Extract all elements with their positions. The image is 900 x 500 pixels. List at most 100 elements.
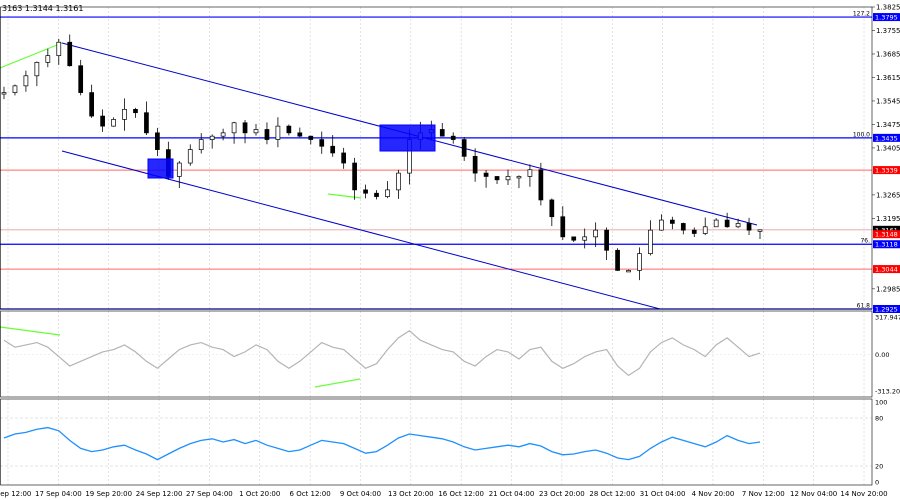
candle-body (680, 223, 686, 231)
candle-body (242, 122, 248, 134)
y-tick-label: 1.3475 (876, 121, 900, 129)
candle-body (735, 223, 741, 228)
y-tick-label: 1.3615 (876, 74, 900, 82)
candle-body (713, 219, 719, 228)
highlight-box (147, 158, 174, 179)
rsi-line (3, 426, 761, 461)
x-tick-label: 28 Oct 12:00 (589, 490, 635, 498)
price-badge (873, 225, 900, 234)
candle-body (67, 41, 73, 67)
x-tick-label: 19 Sep 20:00 (85, 490, 132, 498)
fib-label: 100.0 (853, 131, 870, 138)
candle-body (220, 132, 226, 137)
candle-body (615, 249, 620, 271)
y-tick-label: 1.3755 (876, 27, 900, 35)
candle-body (549, 199, 555, 218)
y-tick-label: 1.3195 (876, 215, 900, 223)
candle-body (133, 108, 138, 114)
y-tick-label: 1.3265 (876, 191, 900, 199)
cci-tick-label: 317.9471 (875, 314, 900, 322)
candle-body (691, 229, 697, 234)
candle-body (363, 189, 368, 194)
panel-frame (0, 310, 873, 398)
candle-body (111, 119, 116, 127)
candle-body (23, 75, 29, 87)
candle-body (483, 172, 489, 177)
candle-body (757, 229, 763, 232)
candle-body (253, 129, 259, 134)
price-badge-label: 1.3044 (875, 266, 898, 274)
horizontal-levels: 127.21.3795100.01.34351.33391.31611.3148… (0, 11, 900, 314)
candle-body (78, 65, 84, 93)
candle-body (538, 169, 544, 201)
candle-body (560, 216, 566, 238)
candle-body (494, 176, 500, 181)
rsi-tick-label: 80 (875, 415, 883, 423)
price-badge (873, 230, 900, 239)
candle-body (385, 189, 390, 197)
cci-tick-label: 0.00 (875, 351, 889, 359)
x-tick-label: 14 Nov 20:00 (840, 490, 887, 498)
candle-body (374, 192, 379, 197)
x-tick-label: 12 Nov 04:00 (790, 490, 837, 498)
price-candles (1, 34, 763, 281)
candle-body (626, 270, 631, 273)
price-badge (873, 305, 900, 313)
grid (7, 7, 865, 485)
candle-body (187, 149, 193, 164)
candle-body (593, 229, 599, 238)
candle-body (275, 125, 281, 140)
price-badge-label: 1.3118 (875, 241, 898, 249)
x-tick-label: 7 Nov 12:00 (742, 490, 785, 498)
candle-body (352, 162, 357, 191)
panel-frame (0, 398, 873, 486)
candle-body (144, 112, 149, 134)
candle-body (122, 108, 127, 120)
x-tick-label: 16 Oct 12:00 (438, 490, 484, 498)
x-tick-label: 17 Sep 04:00 (35, 490, 82, 498)
x-tick-label: 13 Oct 20:00 (388, 490, 434, 498)
price-badge-label: 1.2925 (875, 306, 898, 314)
candle-body (505, 176, 511, 181)
candle-body (472, 155, 478, 174)
y-tick-label: 1.2985 (876, 285, 900, 293)
x-tick-label: 4 Nov 20:00 (692, 490, 735, 498)
y-tick-label: 1.3545 (876, 97, 900, 105)
cci-indicator (0, 326, 872, 388)
candle-body (198, 139, 204, 150)
candle-body (297, 132, 303, 137)
candle-body (1, 92, 7, 95)
candle-body (231, 122, 237, 134)
candle-body (45, 55, 51, 63)
fib-label: 127.2 (853, 11, 870, 18)
candle-body (34, 62, 40, 77)
cci-divergence-line (314, 378, 361, 388)
highlight-box (379, 124, 436, 152)
candle-body (648, 229, 653, 254)
rsi-tick-label: 20 (875, 463, 883, 471)
price-badge (873, 13, 900, 22)
candle-body (450, 135, 456, 140)
price-badge-label: 1.3148 (875, 231, 898, 239)
candle-body (330, 145, 336, 154)
x-tick-label: 31 Oct 04:00 (640, 490, 686, 498)
x-tick-label: 24 Sep 12:00 (136, 490, 183, 498)
price-badge-label: 1.3339 (875, 167, 898, 175)
candle-body (746, 223, 752, 231)
candle-body (669, 219, 675, 224)
price-badge-label: 1.3795 (875, 14, 898, 22)
rsi-indicator (0, 417, 872, 467)
candle-body (439, 129, 445, 137)
x-tick-label: 12 Sep 12:00 (0, 490, 31, 498)
x-tick-label: 6 Oct 12:00 (290, 490, 331, 498)
candle-body (396, 172, 401, 191)
rsi-tick-label: 100 (875, 399, 887, 407)
candle-body (702, 226, 708, 234)
divergence-line (0, 42, 63, 69)
candle-body (604, 229, 609, 251)
candle-body (527, 169, 533, 177)
ohlc-header: 3163 1.3144 1.3161 (2, 4, 83, 13)
x-tick-label: 21 Oct 04:00 (489, 490, 535, 498)
candle-body (516, 176, 522, 179)
